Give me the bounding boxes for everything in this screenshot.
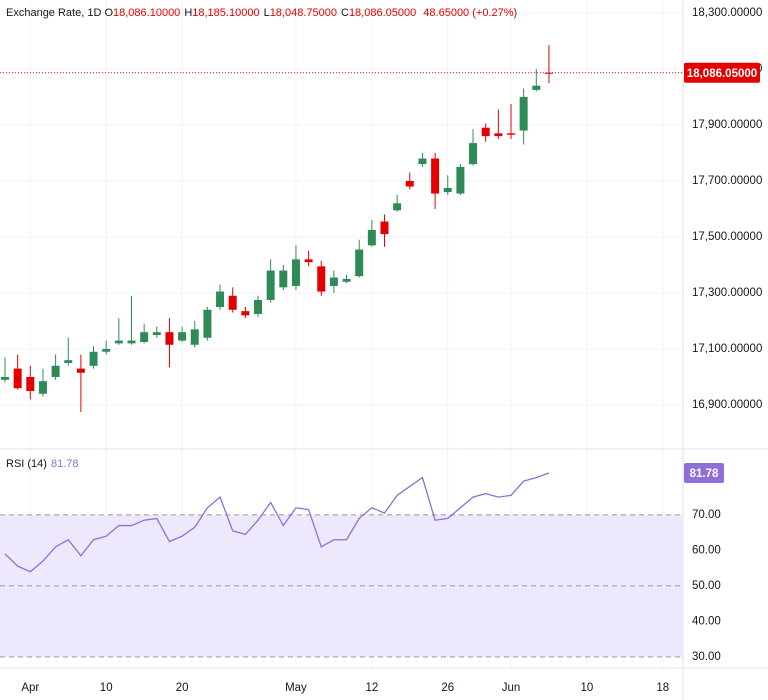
candle-body — [254, 299, 262, 314]
ohlc-value: 18,185.10000 — [192, 7, 260, 19]
candle-body — [329, 277, 338, 286]
y-tick-label: 16,900.00000 — [692, 399, 762, 411]
candle-body — [456, 166, 465, 194]
y-tick-label: 17,700.00000 — [692, 175, 762, 187]
y-tick-label: 50.00 — [692, 580, 721, 592]
candle-body — [304, 259, 313, 263]
candle-body — [178, 332, 187, 341]
x-tick-label: 20 — [176, 682, 189, 694]
candle-body — [152, 332, 161, 335]
rsi-tag — [684, 463, 724, 484]
x-tick-label: 18 — [656, 682, 669, 694]
candle-body — [216, 291, 225, 307]
last-price-label: 18,086.05000 — [687, 68, 757, 80]
rsi-line — [4, 472, 550, 573]
y-tick-label: 40.00 — [692, 615, 721, 627]
ohlc-prefix: O — [104, 7, 114, 19]
ohlc: O18,086.10000 H18,185.10000 L18,048.75000 C… — [104, 7, 420, 19]
candle-body — [519, 96, 528, 131]
candle-body — [507, 133, 515, 135]
ohlc-prefix: L — [263, 7, 270, 19]
candle-body — [481, 127, 490, 137]
candle-body — [418, 158, 427, 165]
last-price-tag — [684, 62, 760, 83]
ohlc-prefix: H — [184, 7, 193, 19]
candle-body — [64, 360, 73, 363]
candle-body — [51, 365, 60, 377]
candle-body — [544, 72, 553, 74]
y-tick-label: 17,100.00000 — [692, 343, 762, 355]
x-tick-label: 12 — [365, 682, 378, 694]
candle-body — [494, 133, 503, 137]
candle-body — [469, 143, 478, 165]
candle-body — [190, 329, 199, 345]
candle-body — [165, 332, 174, 345]
candle-body — [405, 180, 414, 187]
candle-body — [291, 259, 300, 286]
x-tick-label: May — [285, 682, 307, 694]
candle-body — [102, 348, 111, 352]
y-tick-label: 70.00 — [692, 509, 721, 521]
y-tick-label: 17,900.00000 — [692, 119, 762, 131]
candle-body — [38, 381, 47, 394]
y-tick-label: 30.00 — [692, 651, 721, 663]
x-tick-label: 10 — [581, 682, 594, 694]
candle-body — [114, 340, 123, 344]
candle-body — [1, 376, 9, 380]
x-tick-label: Apr — [21, 682, 39, 694]
ohlc-value: 18,086.10000 — [113, 7, 181, 19]
y-tick-label: 60.00 — [692, 544, 721, 556]
candle-body — [140, 332, 149, 342]
y-tick-label: 17,500.00000 — [692, 231, 762, 243]
candle-body — [443, 187, 452, 193]
y-tick-label: 18,300.00000 — [692, 7, 762, 19]
candle-body — [380, 221, 389, 235]
rsi-value: 81.78 — [50, 458, 79, 470]
candle-body — [228, 295, 237, 310]
candle-body — [89, 351, 98, 366]
candle-body — [241, 311, 250, 316]
x-tick-label: 26 — [441, 682, 454, 694]
candle-body — [203, 309, 212, 338]
candle-body — [532, 85, 541, 90]
candle-body — [279, 270, 288, 288]
candle-body — [431, 158, 440, 194]
x-tick-label: 10 — [100, 682, 113, 694]
candle-body — [26, 376, 35, 391]
title: Exchange Rate, 1D — [6, 7, 102, 19]
candle-body — [127, 340, 136, 344]
y-tick-label: 17,300.00000 — [692, 287, 762, 299]
candle-body — [13, 368, 22, 389]
rsi-tag-label: 81.78 — [690, 468, 719, 480]
ohlc-prefix: C — [340, 7, 349, 19]
ohlc-value: 18,086.05000 — [348, 7, 417, 19]
candle-body — [393, 203, 402, 211]
candle-body — [76, 368, 85, 373]
candle-body — [317, 266, 326, 292]
rsi-legend: RSI (14) 81.78 — [6, 458, 79, 470]
candle-body — [266, 270, 275, 300]
candle-body — [355, 249, 364, 277]
change: 48.65000 (+0.27%) — [423, 7, 518, 19]
candle-body — [342, 278, 351, 282]
legend: Exchange Rate, 1D O18,086.10000 H18,185.1… — [6, 7, 521, 19]
x-tick-label: Jun — [502, 682, 521, 694]
ohlc-value: 18,048.75000 — [269, 7, 337, 19]
rsi-title: RSI (14) — [6, 458, 47, 470]
candle-body — [367, 229, 376, 246]
